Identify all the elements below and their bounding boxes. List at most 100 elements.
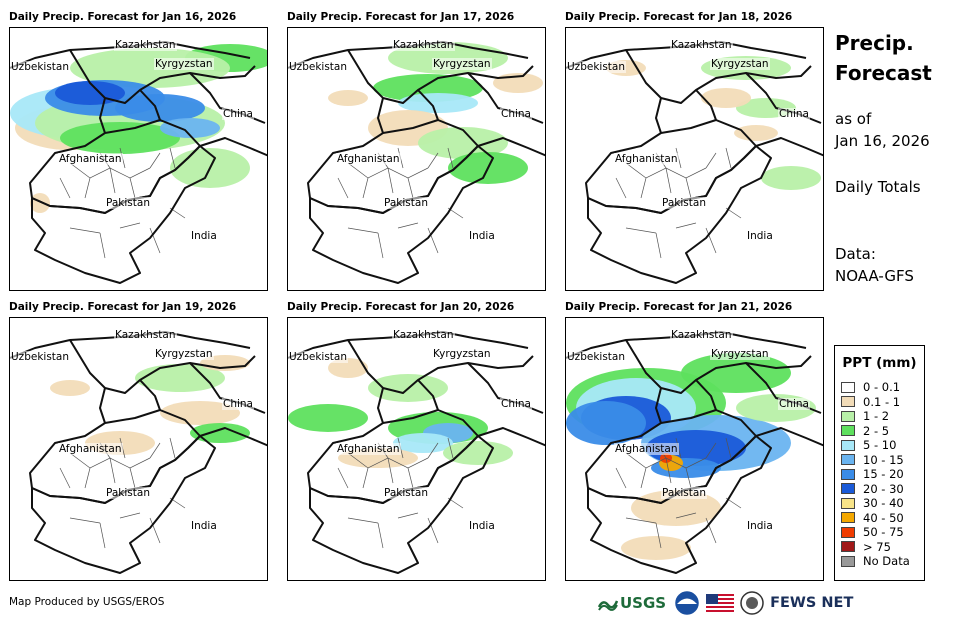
legend-label: 0 - 0.1	[863, 380, 901, 394]
country-border	[99, 97, 106, 134]
legend-swatch	[841, 439, 855, 451]
province-boundary	[625, 517, 657, 524]
province-boundary	[427, 227, 439, 254]
province-boundary	[640, 177, 647, 199]
province-boundary	[615, 177, 627, 199]
precip-map-panel: Kazakhstan Uzbekistan Kyrgyzstan China Afgha…	[287, 27, 546, 291]
country-label-afghanistan: Afghanistan	[336, 443, 401, 455]
us-flag-icon	[706, 594, 735, 612]
precip-area	[60, 122, 180, 154]
legend-swatch	[841, 483, 855, 494]
province-boundary	[705, 227, 717, 254]
province-boundary	[675, 222, 697, 229]
province-boundary	[362, 177, 369, 199]
province-boundary	[397, 512, 419, 519]
precip-area	[160, 118, 220, 138]
precip-map-panel: Kazakhstan Uzbekistan Kyrgyzstan China Afgha…	[565, 27, 824, 291]
country-border	[755, 137, 823, 157]
precip-area	[393, 433, 453, 453]
country-label-india: India	[468, 230, 496, 242]
legend-item: 15 - 20	[841, 467, 904, 481]
country-border	[695, 379, 717, 411]
province-boundary	[337, 177, 349, 199]
province-boundary	[427, 152, 439, 169]
country-label-kyrgyzstan: Kyrgyzstan	[710, 348, 770, 360]
province-boundary	[675, 512, 697, 519]
legend-label: 50 - 75	[863, 525, 904, 539]
forecast-title: Precip. Forecast	[835, 28, 955, 88]
country-label-pakistan: Pakistan	[105, 197, 151, 209]
data-source: NOAA-GFS	[835, 267, 914, 285]
legend-item: 5 - 10	[841, 438, 896, 452]
country-border	[377, 387, 384, 424]
province-boundary	[377, 232, 384, 259]
country-label-kazakhstan: Kazakhstan	[670, 39, 733, 51]
province-boundary	[69, 162, 151, 179]
noaa-logo-icon	[675, 591, 699, 615]
province-boundary	[149, 442, 161, 459]
province-boundary	[84, 177, 91, 199]
province-boundary	[447, 437, 454, 459]
legend-label: 30 - 40	[863, 496, 904, 510]
province-boundary	[119, 222, 141, 229]
province-boundary	[665, 167, 672, 194]
precip-layer	[10, 44, 267, 213]
province-boundary	[387, 167, 394, 194]
country-border	[99, 387, 106, 424]
precip-map-panel: Kazakhstan Uzbekistan Kyrgyzstan China Afgha…	[9, 317, 268, 581]
panel-1-title: Daily Precip. Forecast for Jan 16, 2026	[9, 11, 237, 23]
legend-swatch	[841, 541, 855, 552]
country-label-uzbekistan: Uzbekistan	[10, 351, 70, 363]
province-boundary	[169, 147, 176, 169]
country-label-kazakhstan: Kazakhstan	[670, 329, 733, 341]
forecast-title-line1: Precip.	[835, 31, 914, 55]
province-boundary	[387, 457, 394, 484]
precip-area	[328, 90, 368, 106]
province-boundary	[665, 457, 672, 484]
country-label-kazakhstan: Kazakhstan	[392, 39, 455, 51]
province-boundary	[655, 232, 662, 259]
province-boundary	[337, 467, 349, 489]
precip-area	[701, 88, 751, 108]
precip-map-panel: Kazakhstan Uzbekistan Kyrgyzstan China Afgha…	[565, 317, 824, 581]
province-boundary	[149, 227, 161, 254]
precip-area	[621, 536, 691, 560]
province-boundary	[109, 167, 116, 194]
country-label-china: China	[222, 398, 254, 410]
province-boundary	[427, 517, 439, 544]
legend-swatch	[841, 410, 855, 422]
province-boundary	[407, 177, 414, 199]
precip-area	[288, 404, 368, 432]
precip-area	[443, 441, 513, 465]
province-boundary	[427, 442, 439, 459]
legend-label: 0.1 - 1	[863, 394, 901, 409]
country-label-india: India	[190, 520, 218, 532]
country-border	[139, 89, 161, 121]
country-border	[69, 49, 256, 104]
country-label-afghanistan: Afghanistan	[58, 153, 123, 165]
legend-item: 30 - 40	[841, 496, 904, 510]
country-border	[755, 427, 823, 447]
province-boundary	[69, 227, 101, 234]
precip-map	[288, 331, 545, 574]
legend-swatch	[841, 555, 855, 567]
data-label: Data:	[835, 245, 876, 263]
precip-area	[115, 94, 205, 122]
province-boundary	[84, 467, 91, 489]
country-label-uzbekistan: Uzbekistan	[288, 61, 348, 73]
panel-6-title: Daily Precip. Forecast for Jan 21, 2026	[565, 301, 793, 313]
country-label-uzbekistan: Uzbekistan	[10, 61, 70, 73]
legend-item: 0 - 0.1	[841, 380, 900, 394]
legend-item: > 75	[841, 540, 891, 554]
province-boundary	[640, 467, 647, 489]
province-boundary	[149, 517, 161, 544]
country-label-kyrgyzstan: Kyrgyzstan	[154, 348, 214, 360]
province-boundary	[119, 512, 141, 519]
precip-area	[761, 166, 821, 190]
precip-layer	[50, 355, 250, 455]
country-border	[417, 379, 439, 411]
legend-title: PPT (mm)	[842, 355, 917, 371]
precip-area	[566, 401, 646, 445]
province-boundary	[169, 437, 176, 459]
usgs-wordmark: USGS	[620, 594, 667, 612]
